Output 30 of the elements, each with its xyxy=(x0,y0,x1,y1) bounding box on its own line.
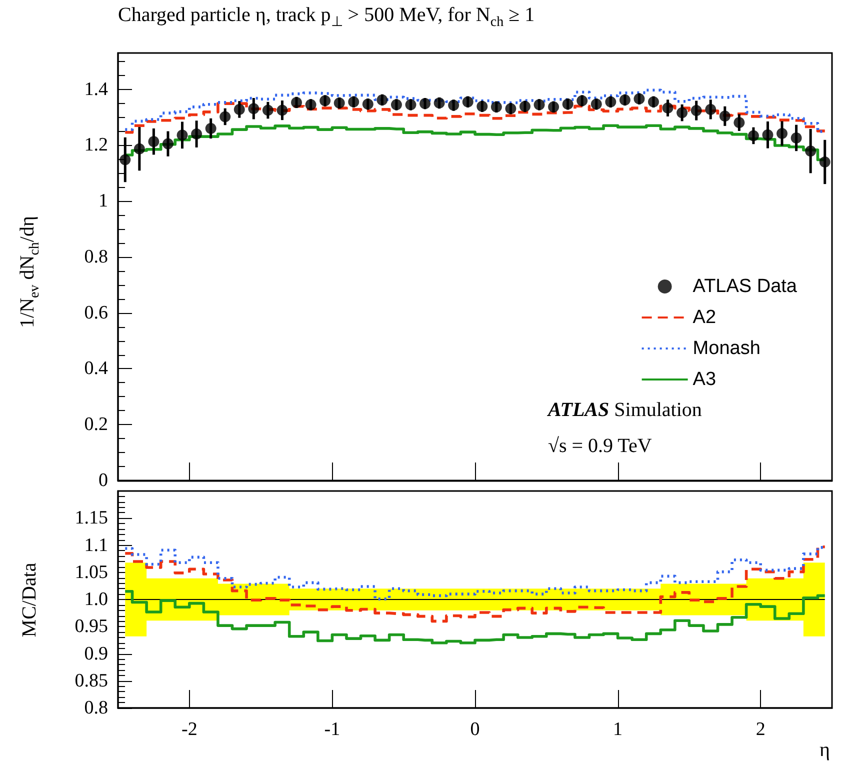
y-tick-label: 0.95 xyxy=(74,616,108,638)
y-tick-label: 1.15 xyxy=(74,508,108,529)
y-tick-label: 1.1 xyxy=(84,534,108,556)
x-axis-title: η xyxy=(820,739,830,761)
x-tick-label: -1 xyxy=(324,719,340,740)
chart-title: Charged particle η, track p$_{⊥}$ > 500 MeV, for N$_{ch}$ ≥ 1 xyxy=(118,4,535,31)
y-tick-label: 0.4 xyxy=(84,358,108,380)
x-tick-label: 2 xyxy=(756,719,766,740)
y-tick-label: 1.2 xyxy=(84,134,108,156)
y-tick-label: 0.85 xyxy=(74,670,108,692)
legend-label: A3 xyxy=(692,369,716,390)
x-tick-label: 0 xyxy=(470,719,480,740)
y-tick-label: 0.2 xyxy=(84,414,108,436)
y-tick-label: 0.8 xyxy=(84,246,108,268)
x-tick-label: 1 xyxy=(613,719,623,740)
y-tick-label: 0.9 xyxy=(84,643,108,664)
y-tick-label: 1.05 xyxy=(74,562,108,583)
y-tick-label: 0.8 xyxy=(84,698,108,718)
annotation: √s = 0.9 TeV xyxy=(548,435,652,457)
y-tick-label: 0 xyxy=(98,470,108,491)
y-tick-label: 1.4 xyxy=(84,78,108,100)
legend-label: Monash xyxy=(692,338,760,359)
y-tick-label: 0.6 xyxy=(84,302,108,324)
y-axis-title: MC/Data xyxy=(18,562,42,637)
y-tick-label: 1 xyxy=(98,190,108,212)
legend-label: ATLAS Data xyxy=(692,276,798,297)
y-tick-label: 1.0 xyxy=(84,589,108,610)
annotation: ATLAS Simulation xyxy=(546,399,702,421)
legend-label: A2 xyxy=(692,307,716,328)
x-tick-label: -2 xyxy=(181,719,198,740)
